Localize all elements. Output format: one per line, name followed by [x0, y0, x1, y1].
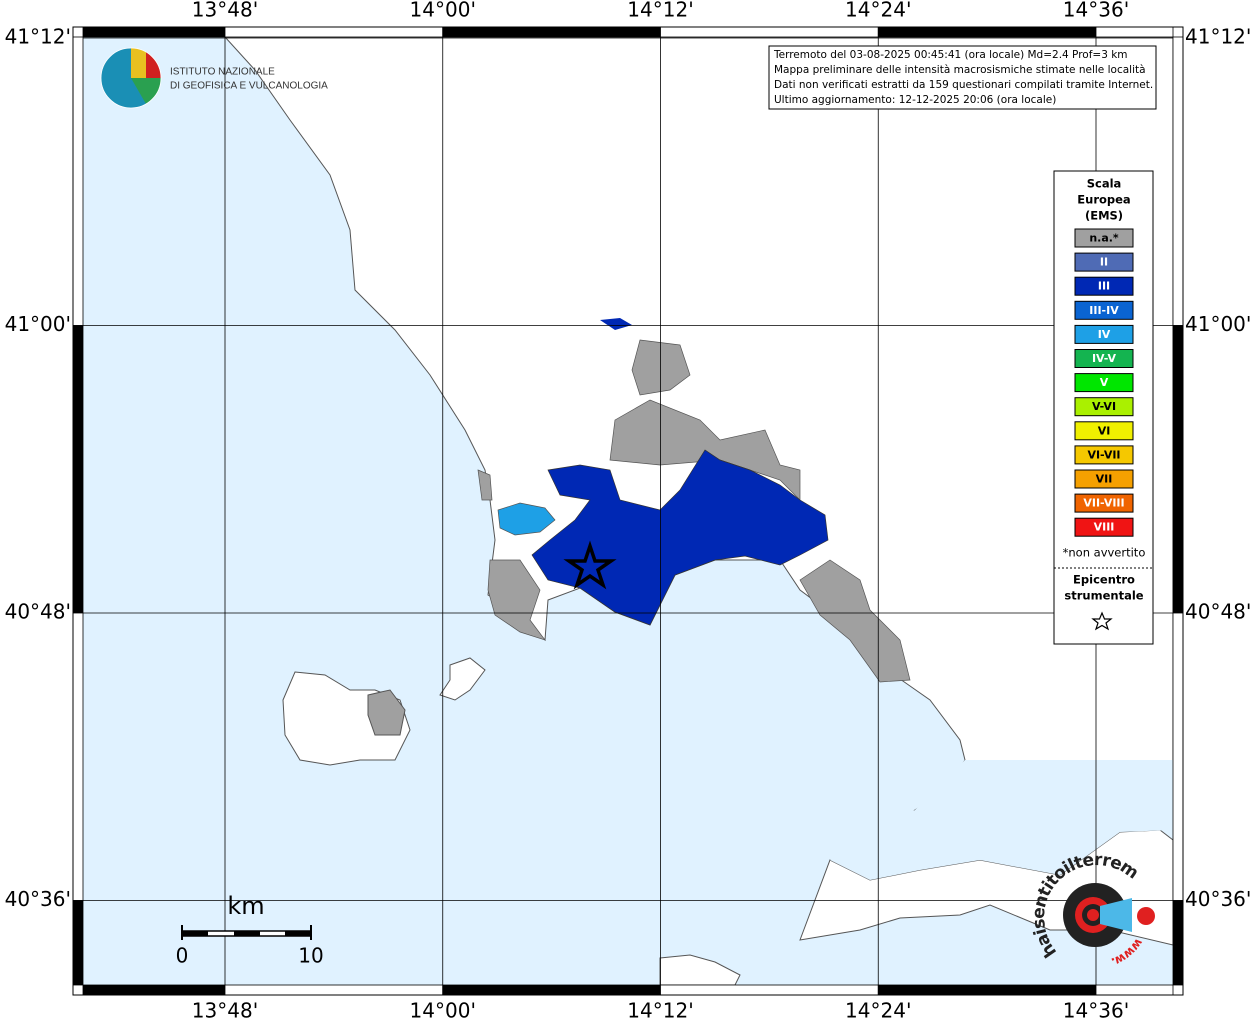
lat-label: 40°48'	[1185, 600, 1251, 624]
lon-label: 14°36'	[1063, 999, 1129, 1023]
info-line: Dati non verificati estratti da 159 ques…	[774, 79, 1153, 91]
legend-swatch	[1074, 228, 1134, 248]
legend-label: V-VI	[1092, 400, 1116, 413]
frame-segment	[1095, 984, 1174, 996]
frame-segment	[224, 26, 444, 38]
ingv-logo: ISTITUTO NAZIONALE DI GEOFISICA E VULCAN…	[100, 47, 328, 109]
frame-segment	[1172, 612, 1184, 901]
legend-epicenter: Epicentro	[1073, 573, 1135, 587]
lon-label: 14°24'	[845, 999, 911, 1023]
area-na	[631, 339, 691, 396]
area-na	[477, 469, 493, 501]
sea	[830, 760, 1173, 880]
frame-segment	[72, 900, 84, 986]
legend-swatch	[1074, 324, 1134, 344]
logo-line: ISTITUTO NAZIONALE	[170, 67, 275, 78]
legend-title: Scala	[1087, 177, 1122, 191]
legend-label: III	[1098, 280, 1110, 293]
lon-label: 13°48'	[192, 999, 258, 1023]
legend-epicenter: strumentale	[1064, 589, 1143, 603]
lon-label: 14°00'	[410, 999, 476, 1023]
info-line: Terremoto del 03-08-2025 00:45:41 (ora l…	[773, 49, 1128, 61]
area-na	[799, 559, 911, 683]
legend-label: n.a.*	[1089, 232, 1119, 245]
frame-segment	[72, 612, 84, 901]
frame-segment	[442, 26, 661, 38]
lon-label: 14°24'	[845, 0, 911, 22]
legend-swatch	[1074, 421, 1134, 441]
lon-label: 14°00'	[410, 0, 476, 22]
legend-swatch	[1074, 445, 1134, 465]
scale-label: 0	[176, 944, 189, 968]
legend-note: *non avvertito	[1063, 546, 1146, 560]
info-box: Terremoto del 03-08-2025 00:45:41 (ora l…	[768, 45, 1157, 110]
lon-label: 13°48'	[192, 0, 258, 22]
legend-swatch	[1074, 252, 1134, 272]
legend-swatch	[1074, 469, 1134, 489]
frame-segment	[1172, 900, 1184, 986]
legend-label: IV-V	[1092, 352, 1117, 365]
area-iii	[600, 318, 632, 330]
frame-segment	[877, 26, 1097, 38]
legend-title: (EMS)	[1085, 209, 1123, 223]
lat-label: 41°12'	[1185, 25, 1251, 49]
legend-swatch	[1074, 349, 1134, 368]
frame-segment	[1172, 325, 1184, 614]
legend-swatch	[1074, 276, 1134, 296]
lon-label: 14°12'	[627, 999, 693, 1023]
legend-label: IV	[1098, 328, 1111, 341]
lat-label: 40°48'	[5, 600, 71, 624]
lat-label: 41°12'	[5, 25, 71, 49]
island	[367, 689, 406, 736]
legend-label: III-IV	[1089, 304, 1119, 317]
scale-label: 10	[298, 944, 323, 968]
legend: ScalaEuropea(EMS)n.a.*IIIIIIII-IVIVIV-VV…	[1053, 170, 1154, 645]
legend-star	[1091, 611, 1113, 631]
frame-segment	[1172, 36, 1184, 326]
legend-swatch	[1074, 493, 1134, 513]
legend-label: VI-VII	[1087, 448, 1120, 461]
lat-label: 41°00'	[1185, 312, 1251, 336]
area-iv	[497, 502, 556, 536]
lon-label: 14°36'	[1063, 0, 1129, 22]
frame-segment	[82, 984, 226, 996]
legend-swatch	[1074, 397, 1134, 417]
legend-swatch	[1074, 300, 1134, 320]
legend-swatch	[1074, 373, 1134, 393]
area-na	[487, 559, 546, 641]
legend-label: VII	[1096, 473, 1113, 486]
frame	[72, 26, 1184, 996]
area-iii	[531, 449, 829, 626]
legend-label: VII-VIII	[1083, 497, 1124, 510]
lat-label: 40°36'	[5, 887, 71, 911]
frame-segment	[82, 26, 226, 38]
legend-swatch	[1074, 517, 1134, 537]
scale-bar: km 0 10	[176, 892, 324, 968]
legend-label: VI	[1098, 424, 1111, 437]
legend-title: Europea	[1077, 193, 1130, 207]
info-line: Ultimo aggiornamento: 12-12-2025 20:06 (…	[774, 94, 1056, 106]
frame-segment	[442, 984, 661, 996]
frame-segment	[224, 984, 444, 996]
frame-segment	[1095, 26, 1174, 38]
frame-segment	[72, 36, 84, 326]
lat-label: 41°00'	[5, 312, 71, 336]
lat-label: 40°36'	[1185, 887, 1251, 911]
legend-label: VIII	[1094, 521, 1115, 534]
epicenter-star	[563, 540, 617, 590]
frame-segment	[660, 984, 879, 996]
lon-label: 14°12'	[627, 0, 693, 22]
info-line: Mappa preliminare delle intensità macros…	[774, 64, 1146, 76]
frame-segment	[877, 984, 1097, 996]
legend-label: V	[1100, 376, 1109, 389]
logo-line: DI GEOFISICA E VULCANOLOGIA	[170, 81, 328, 92]
frame-segment	[72, 325, 84, 614]
frame-segment	[660, 26, 879, 38]
legend-label: II	[1100, 256, 1108, 269]
island	[439, 657, 486, 701]
scale-unit: km	[227, 892, 264, 920]
